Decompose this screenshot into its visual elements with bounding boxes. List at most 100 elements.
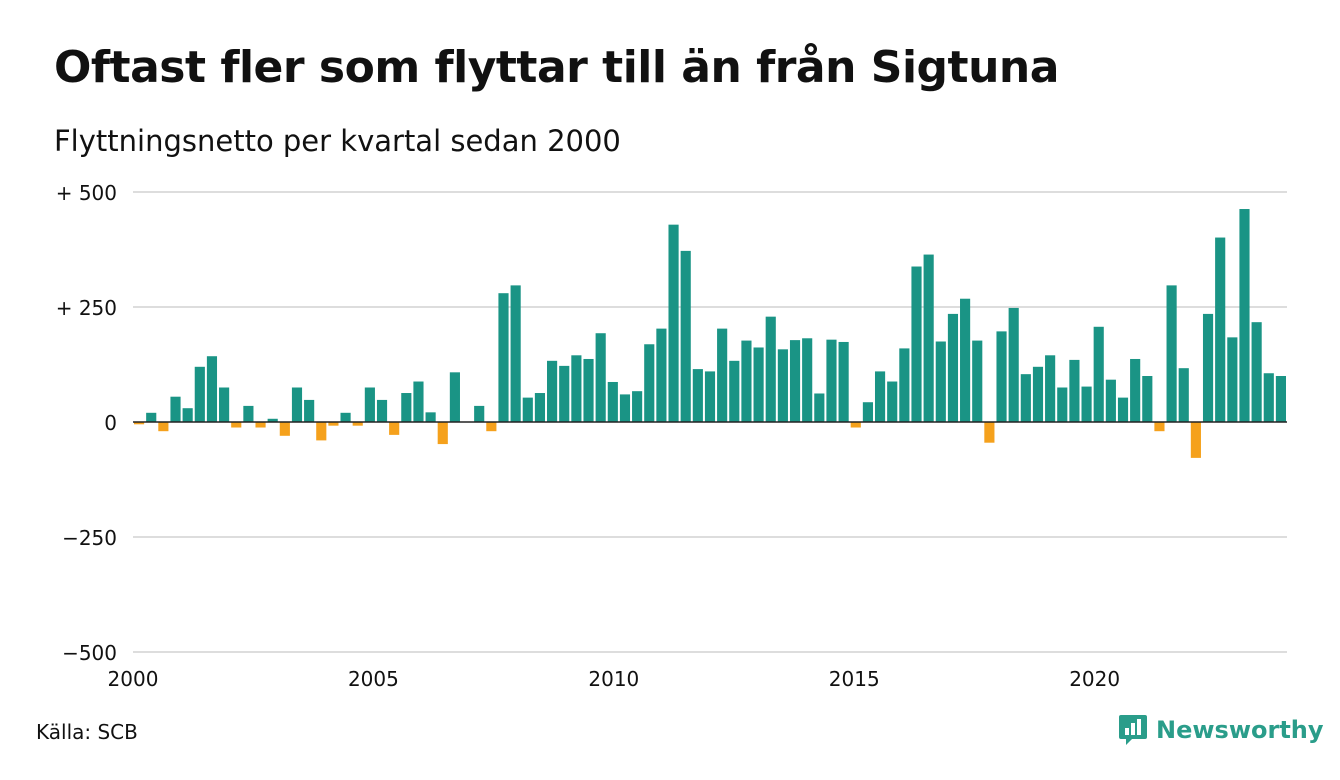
bar-2011-q2 [680, 250, 691, 422]
bar-2013-q1 [765, 316, 776, 422]
bar-2006-q2 [437, 422, 448, 445]
bar-2003-q1 [279, 422, 290, 436]
bar-2005-q4 [413, 381, 424, 422]
bar-2012-q2 [729, 360, 740, 422]
bar-2015-q4 [899, 348, 910, 422]
bar-2002-q3 [255, 422, 266, 428]
brand-logo[interactable]: Newsworthy [1118, 713, 1324, 747]
bar-2012-q4 [753, 347, 764, 422]
bar-2005-q3 [401, 393, 412, 422]
x-tick-label: 2010 [588, 667, 639, 691]
bar-2009-q1 [571, 355, 582, 422]
bar-2001-q2 [194, 366, 205, 422]
bar-2003-q4 [316, 422, 327, 441]
bar-2010-q1 [619, 394, 631, 422]
bar-2018-q3 [1032, 366, 1044, 422]
bar-2002-q2 [243, 405, 254, 422]
bar-2016-q3 [935, 341, 946, 422]
bar-2018-q4 [1045, 355, 1056, 422]
bar-2010-q4 [656, 328, 667, 422]
bars [134, 209, 1286, 458]
bar-2013-q4 [802, 338, 813, 422]
bar-2004-q4 [364, 387, 375, 422]
bar-2012-q1 [717, 328, 728, 422]
bar-2010-q3 [644, 344, 655, 422]
bar-2021-q1 [1154, 422, 1165, 432]
bar-2008-q2 [534, 393, 546, 422]
bar-2009-q4 [607, 381, 618, 422]
bar-2012-q3 [741, 340, 752, 422]
bar-2005-q1 [376, 399, 388, 422]
bar-2006-q1 [425, 412, 436, 422]
bar-2009-q3 [595, 333, 606, 422]
brand-name: Newsworthy [1156, 716, 1324, 744]
x-axis-ticks: 2000 2005 2010 2015 2020 [108, 667, 1121, 691]
bar-2020-q1 [1105, 379, 1116, 422]
bar-2015-q1 [862, 402, 873, 422]
y-tick-label: + 500 [56, 181, 117, 205]
bar-2022-q4 [1239, 209, 1250, 422]
bar-2011-q4 [704, 371, 716, 422]
bar-2014-q1 [814, 393, 825, 422]
bar-2014-q4 [850, 422, 861, 428]
bar-2004-q2 [340, 412, 351, 422]
bar-2018-q2 [1020, 374, 1031, 422]
bar-2021-q3 [1178, 368, 1189, 422]
bar-2015-q3 [887, 381, 898, 422]
y-tick-label: 0 [104, 411, 117, 435]
chart-subtitle: Flyttningsnetto per kvartal sedan 2000 [54, 124, 621, 158]
bar-2011-q1 [668, 224, 679, 422]
bar-2003-q2 [291, 387, 303, 422]
bar-2017-q4 [996, 331, 1007, 422]
bar-2005-q2 [389, 422, 400, 435]
bar-2014-q2 [826, 339, 837, 422]
bar-2013-q2 [777, 349, 788, 422]
bar-2019-q2 [1069, 359, 1080, 422]
bar-2007-q4 [510, 285, 521, 422]
bar-2014-q3 [838, 341, 849, 422]
bar-2019-q1 [1057, 387, 1068, 422]
y-tick-label: −500 [62, 641, 117, 665]
bar-2000-q3 [158, 422, 169, 432]
bar-2018-q1 [1008, 307, 1019, 422]
bar-2008-q4 [559, 365, 570, 422]
bar-2023-q2 [1263, 373, 1274, 422]
bar-2001-q4 [219, 387, 230, 422]
bar-2017-q2 [972, 340, 983, 422]
bar-2020-q4 [1142, 376, 1153, 422]
bar-2019-q4 [1093, 326, 1104, 422]
y-tick-label: + 250 [56, 296, 117, 320]
bar-2007-q2 [486, 422, 497, 432]
bar-2016-q1 [911, 266, 922, 422]
bar-2001-q3 [206, 356, 218, 422]
bar-2022-q1 [1202, 313, 1214, 422]
bar-2008-q3 [547, 360, 558, 422]
bar-2015-q2 [874, 371, 886, 422]
bar-2023-q3 [1275, 376, 1286, 422]
bar-2003-q3 [304, 399, 315, 422]
bar-2017-q1 [960, 298, 971, 422]
bar-2006-q3 [449, 372, 460, 422]
x-tick-label: 2000 [108, 667, 159, 691]
bar-2000-q4 [170, 396, 181, 422]
bar-2000-q1 [134, 422, 145, 425]
source-note: Källa: SCB [36, 720, 138, 744]
gridlines [133, 191, 1287, 653]
bar-2007-q1 [474, 405, 485, 422]
bar-2004-q3 [352, 422, 363, 426]
y-axis-ticks: + 500 + 250 0 −250 −500 [56, 181, 117, 665]
bar-2020-q3 [1130, 358, 1141, 422]
bar-2007-q3 [498, 293, 509, 422]
bar-2001-q1 [182, 408, 193, 422]
bar-2009-q2 [583, 358, 594, 422]
bar-2016-q4 [947, 313, 959, 422]
bar-2011-q3 [692, 369, 703, 422]
y-tick-label: −250 [62, 526, 117, 550]
bar-2021-q2 [1166, 285, 1177, 422]
bar-2013-q3 [789, 340, 801, 422]
bar-2020-q2 [1117, 397, 1129, 422]
chart-title: Oftast fler som flyttar till än från Sig… [54, 42, 1059, 93]
bar-2002-q1 [231, 422, 242, 428]
bar-2008-q1 [522, 397, 533, 422]
